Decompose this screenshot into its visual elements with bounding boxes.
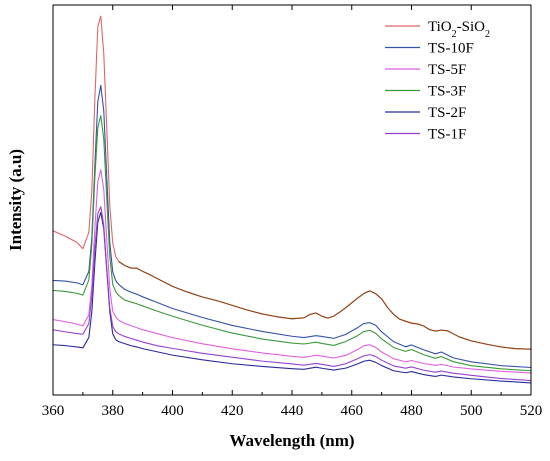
legend-label-5: TS-1F [428, 127, 466, 143]
x-tick-label-460: 460 [341, 403, 364, 419]
x-axis-title: Wavelength (nm) [229, 431, 354, 450]
series-line-0-tail [118, 261, 532, 350]
legend-label-1: TS-10F [428, 41, 474, 57]
series-layer [52, 15, 532, 384]
series-line-3 [52, 114, 532, 372]
x-tick-label-400: 400 [161, 403, 184, 419]
series-line-1 [52, 84, 532, 369]
x-axis: 360 380 400 420 440 460 480 500 520 [42, 5, 543, 419]
legend-label-0: TiO2-SiO2 [428, 19, 490, 40]
x-tick-label-380: 380 [102, 403, 125, 419]
y-axis-title: Intensity (a.u) [6, 149, 25, 251]
series-line-4 [52, 211, 532, 384]
x-tick-label-520: 520 [520, 403, 543, 419]
x-tick-label-480: 480 [400, 403, 423, 419]
x-tick-label-360: 360 [42, 403, 65, 419]
series-line-5 [52, 206, 532, 382]
legend-label-2: TS-5F [428, 62, 466, 78]
x-tick-label-420: 420 [221, 403, 244, 419]
legend-label-3: TS-3F [428, 84, 466, 100]
x-tick-label-440: 440 [281, 403, 304, 419]
series-line-2 [52, 169, 532, 374]
x-tick-label-500: 500 [460, 403, 483, 419]
legend-label-4: TS-2F [428, 105, 466, 121]
